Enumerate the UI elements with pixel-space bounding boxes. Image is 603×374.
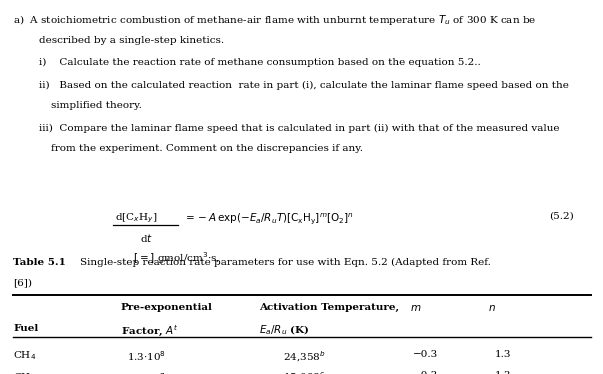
Text: 1.3: 1.3 [494,350,511,359]
Text: Activation Temperature,: Activation Temperature, [259,303,399,312]
Text: $n$: $n$ [488,303,496,313]
Text: CH$_4$: CH$_4$ [13,350,37,362]
Text: $[=]$ gmol/cm$^3$$\cdot$s,: $[=]$ gmol/cm$^3$$\cdot$s, [133,250,220,266]
Text: $m$: $m$ [410,303,421,313]
Text: a)  A stoichiometric combustion of methane-air flame with unburnt temperature $T: a) A stoichiometric combustion of methan… [13,13,537,27]
Text: 8.3·10$^7$: 8.3·10$^7$ [127,371,165,374]
Text: d[C$_x$H$_y$]: d[C$_x$H$_y$] [115,211,157,225]
Text: $= -A\,\exp(-E_a/R_uT)[\mathrm{C_xH_y}]^m[\mathrm{O_2}]^n$: $= -A\,\exp(-E_a/R_uT)[\mathrm{C_xH_y}]^… [183,211,353,226]
Text: i)    Calculate the reaction rate of methane consumption based on the equation 5: i) Calculate the reaction rate of methan… [39,58,481,67]
Text: iii)  Compare the laminar flame speed that is calculated in part (ii) with that : iii) Compare the laminar flame speed tha… [39,123,560,132]
Text: 24,358$^b$: 24,358$^b$ [283,350,326,364]
Text: Single-step reaction rate parameters for use with Eqn. 5.2 (Adapted from Ref.: Single-step reaction rate parameters for… [80,258,490,267]
Text: −0.3: −0.3 [413,371,438,374]
Text: [6]): [6]) [13,279,33,288]
Text: described by a single-step kinetics.: described by a single-step kinetics. [39,36,224,45]
Text: −0.3: −0.3 [413,350,438,359]
Text: 1.3: 1.3 [494,371,511,374]
Text: (5.2): (5.2) [549,211,573,220]
Text: Pre-exponential: Pre-exponential [121,303,212,312]
Text: simplified theory.: simplified theory. [51,101,142,110]
Text: Table 5.1: Table 5.1 [13,258,66,267]
Text: from the experiment. Comment on the discrepancies if any.: from the experiment. Comment on the disc… [51,144,363,153]
Text: Factor, $A^t$: Factor, $A^t$ [121,324,178,338]
Text: 1.3·10$^8$: 1.3·10$^8$ [127,350,165,364]
Text: $E_a/R_u$ (K): $E_a/R_u$ (K) [259,324,309,337]
Text: ii)   Based on the calculated reaction  rate in part (i), calculate the laminar : ii) Based on the calculated reaction rat… [39,80,569,89]
Text: CH$_4$: CH$_4$ [13,371,37,374]
Text: d$t$: d$t$ [140,232,154,244]
Text: Fuel: Fuel [13,324,39,332]
Text: 15,098$^c$: 15,098$^c$ [283,371,326,374]
